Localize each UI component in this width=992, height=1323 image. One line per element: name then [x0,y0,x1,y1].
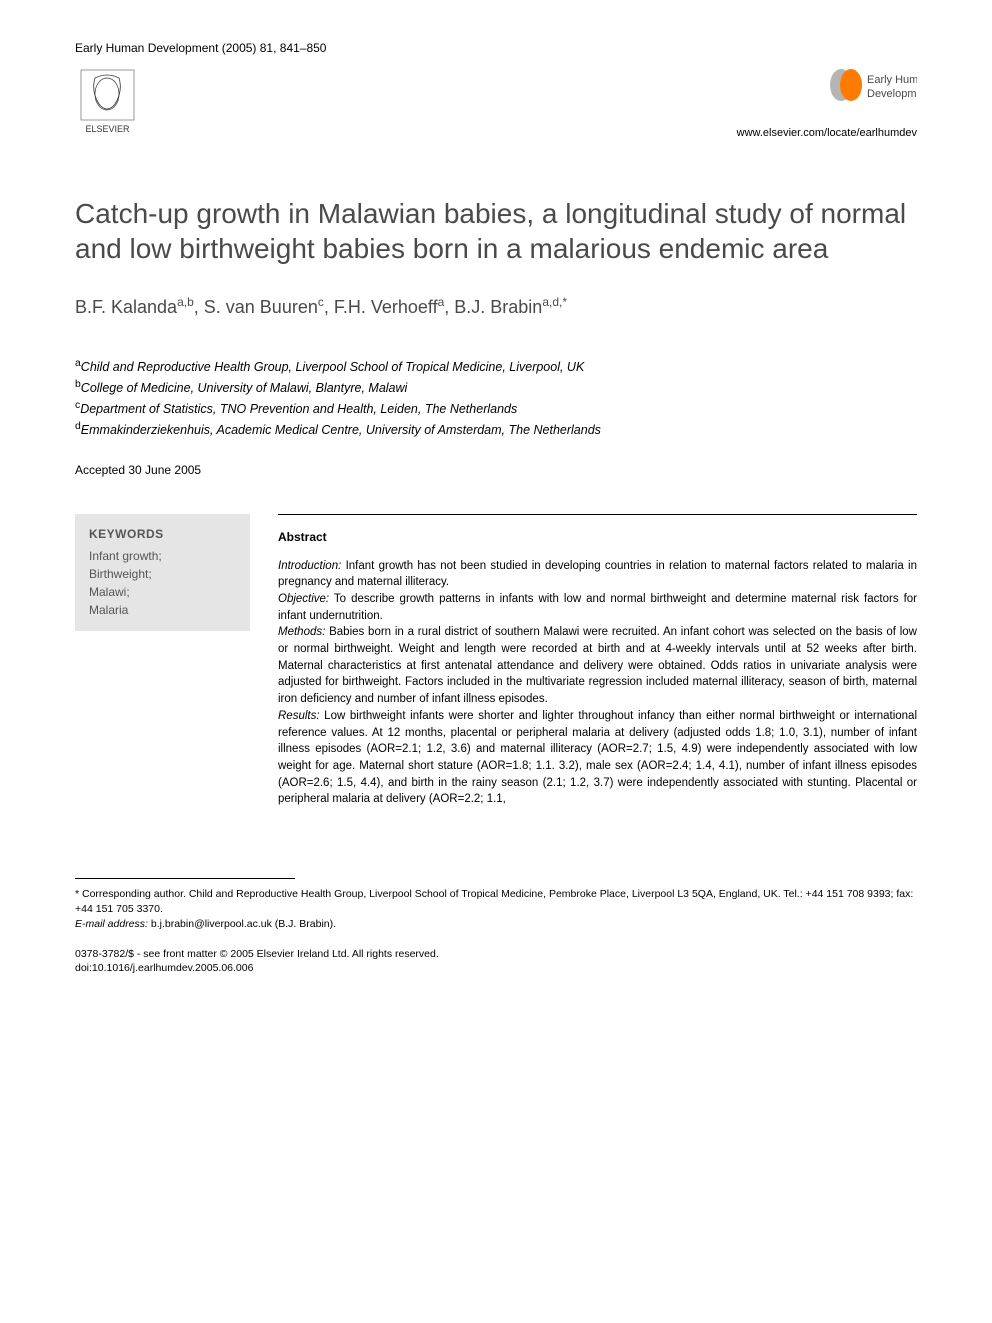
copyright-line-1: 0378-3782/$ - see front matter © 2005 El… [75,947,917,962]
results-label: Results: [278,710,320,722]
abstract-rule [278,514,917,515]
footer-rule [75,878,295,879]
journal-logo-icon: Early Human Development [827,65,917,115]
author-3: , F.H. Verhoeff [324,297,438,317]
title-block: Catch-up growth in Malawian babies, a lo… [75,196,917,266]
journal-logo-block: Early Human Development www.elsevier.com… [737,65,917,142]
affiliation-b: bCollege of Medicine, University of Mala… [75,377,917,398]
header-row: Early Human Development (2005) 81, 841–8… [75,40,917,57]
affiliations-block: aChild and Reproductive Health Group, Li… [75,356,917,441]
content-row: KEYWORDS Infant growth; Birthweight; Mal… [75,514,917,808]
logos-row: ELSEVIER Early Human Development www.els… [75,65,917,142]
affiliation-d: dEmmakinderziekenhuis, Academic Medical … [75,419,917,440]
email-text: b.j.brabin@liverpool.ac.uk (B.J. Brabin)… [148,918,336,930]
methods-text: Babies born in a rural district of south… [278,626,917,705]
corresponding-author-note: * Corresponding author. Child and Reprod… [75,887,917,917]
svg-text:ELSEVIER: ELSEVIER [85,124,130,134]
abstract-block: Abstract Introduction: Infant growth has… [278,514,917,808]
svg-text:Early Human: Early Human [867,74,917,86]
results-text: Low birthweight infants were shorter and… [278,710,917,805]
author-4: , B.J. Brabin [444,297,542,317]
copyright-line-2: doi:10.1016/j.earlhumdev.2005.06.006 [75,961,917,976]
keywords-list: Infant growth; Birthweight; Malawi; Mala… [89,547,236,619]
abstract-heading: Abstract [278,529,917,546]
author-1: B.F. Kalanda [75,297,177,317]
email-label: E-mail address: [75,918,148,930]
objective-label: Objective: [278,593,329,605]
journal-reference: Early Human Development (2005) 81, 841–8… [75,40,326,57]
email-line: E-mail address: b.j.brabin@liverpool.ac.… [75,917,917,932]
authors-line: B.F. Kalandaa,b, S. van Buurenc, F.H. Ve… [75,294,917,320]
author-1-sup: a,b [177,295,194,309]
corr-text: Corresponding author. Child and Reproduc… [75,888,913,915]
objective-text: To describe growth patterns in infants w… [278,593,917,622]
intro-label: Introduction: [278,560,341,572]
svg-text:Development: Development [867,88,917,100]
keywords-box: KEYWORDS Infant growth; Birthweight; Mal… [75,514,250,631]
footnotes-block: * Corresponding author. Child and Reprod… [75,887,917,933]
elsevier-logo: ELSEVIER [75,66,140,141]
keywords-heading: KEYWORDS [89,526,236,543]
affiliation-a: aChild and Reproductive Health Group, Li… [75,356,917,377]
author-4-sup: a,d,* [542,295,567,309]
accepted-date: Accepted 30 June 2005 [75,462,917,479]
affiliation-c: cDepartment of Statistics, TNO Preventio… [75,398,917,419]
abstract-text: Introduction: Infant growth has not been… [278,558,917,808]
methods-label: Methods: [278,626,325,638]
copyright-block: 0378-3782/$ - see front matter © 2005 El… [75,947,917,976]
author-2: , S. van Buuren [194,297,318,317]
journal-url: www.elsevier.com/locate/earlhumdev [737,126,917,141]
article-title: Catch-up growth in Malawian babies, a lo… [75,196,917,266]
intro-text: Infant growth has not been studied in de… [278,560,917,589]
